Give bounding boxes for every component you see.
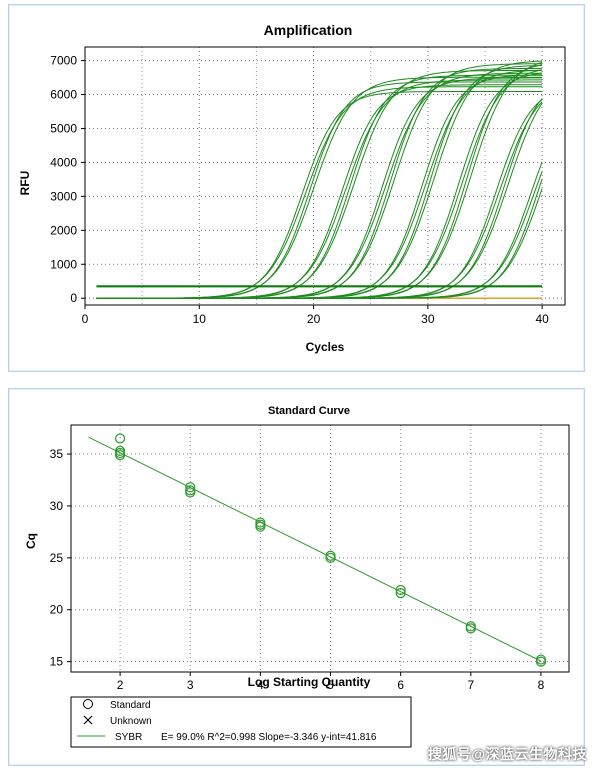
amp-y-tick-label: 5000 xyxy=(50,121,77,135)
std-data-point xyxy=(255,521,266,532)
amplification-panel: Amplification 0 10 20 30 40 0 1000 2000 3000 4000… xyxy=(8,4,585,372)
std-y-tick-label: 15 xyxy=(50,655,64,669)
std-x-tick-label: 7 xyxy=(467,678,474,692)
amp-x-tick-label: 20 xyxy=(307,312,321,326)
std-y-tick-label: 30 xyxy=(50,499,64,513)
amp-y-tick-label: 6000 xyxy=(50,88,77,102)
legend-unknown-label: Unknown xyxy=(110,716,152,727)
std-y-tick-label: 35 xyxy=(50,447,64,461)
std-x-tick-label: 4 xyxy=(257,678,264,692)
std-data-point xyxy=(114,433,126,444)
std-data-point xyxy=(185,487,196,498)
amp-y-tick-label: 3000 xyxy=(50,189,77,203)
amp-x-tick-label: 0 xyxy=(82,312,89,326)
amp-curve xyxy=(96,74,543,299)
std-data-point xyxy=(114,449,126,461)
legend-standard-label: Standard xyxy=(110,700,151,711)
standard-curve-plot-frame xyxy=(70,424,570,673)
std-y-tick-label: 20 xyxy=(50,603,64,617)
amp-y-tick-label: 7000 xyxy=(50,54,77,68)
std-fit-line xyxy=(88,436,542,662)
amp-y-tick-label: 0 xyxy=(70,291,77,305)
standard-curve-panel: Standard Curve 2 3 4 5 6 7 8 15 20 25 30 35 Log Sta… xyxy=(8,388,585,766)
std-x-tick-label: 2 xyxy=(117,678,124,692)
std-data-point xyxy=(535,656,547,667)
std-data-point xyxy=(185,482,196,493)
legend-sybr-detail: E= 99.0% R^2=0.998 Slope=-3.346 y-int=41… xyxy=(161,732,377,743)
legend-box xyxy=(70,696,412,748)
amp-x-tick-label: 10 xyxy=(193,312,207,326)
legend: Standard Unknown SYBR E= 99.0% R^2=0.998… xyxy=(70,696,412,748)
standard-curve-x-axis-label: Log Starting Quantity xyxy=(248,675,371,689)
std-data-point xyxy=(465,623,476,634)
amp-curve xyxy=(96,99,543,299)
amp-y-tick-label: 2000 xyxy=(50,223,77,237)
amp-curve xyxy=(96,60,543,299)
amp-curve xyxy=(96,171,543,299)
std-data-point xyxy=(395,584,406,596)
standard-curve-y-axis-label: Cq xyxy=(24,533,38,549)
legend-unknown-symbol xyxy=(83,715,93,725)
amp-y-tick-label: 1000 xyxy=(50,257,77,271)
amp-x-tick-label: 30 xyxy=(421,312,435,326)
std-data-point xyxy=(395,588,406,599)
standard-curve-chart: Standard Curve 2 3 4 5 6 7 8 15 20 25 30 35 Log Sta… xyxy=(24,405,570,748)
amp-curve xyxy=(96,91,543,299)
standard-curve-fit xyxy=(88,436,542,662)
legend-sybr-label: SYBR xyxy=(115,732,142,743)
amplification-chart: Amplification 0 10 20 30 40 0 1000 2000 3000 4000… xyxy=(18,22,566,354)
std-y-tick-label: 25 xyxy=(50,551,64,565)
amp-curve xyxy=(96,161,543,299)
watermark: 搜狐号@深蓝云生物科技 xyxy=(427,746,587,762)
amplification-plot-frame xyxy=(84,46,566,306)
amplification-ticks: 0 10 20 30 40 0 1000 2000 3000 4000 5000 6000 7000 xyxy=(50,54,549,326)
amp-curve xyxy=(96,98,543,299)
std-x-tick-label: 6 xyxy=(397,678,404,692)
amplification-title: Amplification xyxy=(264,22,353,38)
amp-curve xyxy=(96,101,543,299)
amplification-x-axis-label: Cycles xyxy=(306,340,345,354)
legend-standard-symbol xyxy=(83,699,93,709)
amplification-y-axis-label: RFU xyxy=(18,171,32,196)
amp-x-tick-label: 40 xyxy=(535,312,549,326)
std-x-tick-label: 5 xyxy=(327,678,334,692)
standard-curve-title: Standard Curve xyxy=(268,405,350,417)
amp-curve xyxy=(96,188,543,299)
standard-curve-points xyxy=(114,433,547,667)
amp-curve xyxy=(96,178,543,299)
amplification-grid xyxy=(85,47,565,305)
amp-curve xyxy=(96,103,543,299)
std-x-tick-label: 3 xyxy=(187,678,194,692)
std-data-point xyxy=(325,552,336,563)
amplification-curves xyxy=(96,60,543,299)
std-x-tick-label: 8 xyxy=(538,678,545,692)
standard-curve-grid xyxy=(71,425,569,672)
amp-y-tick-label: 4000 xyxy=(50,155,77,169)
standard-curve-ticks: 2 3 4 5 6 7 8 15 20 25 30 35 xyxy=(50,447,545,692)
